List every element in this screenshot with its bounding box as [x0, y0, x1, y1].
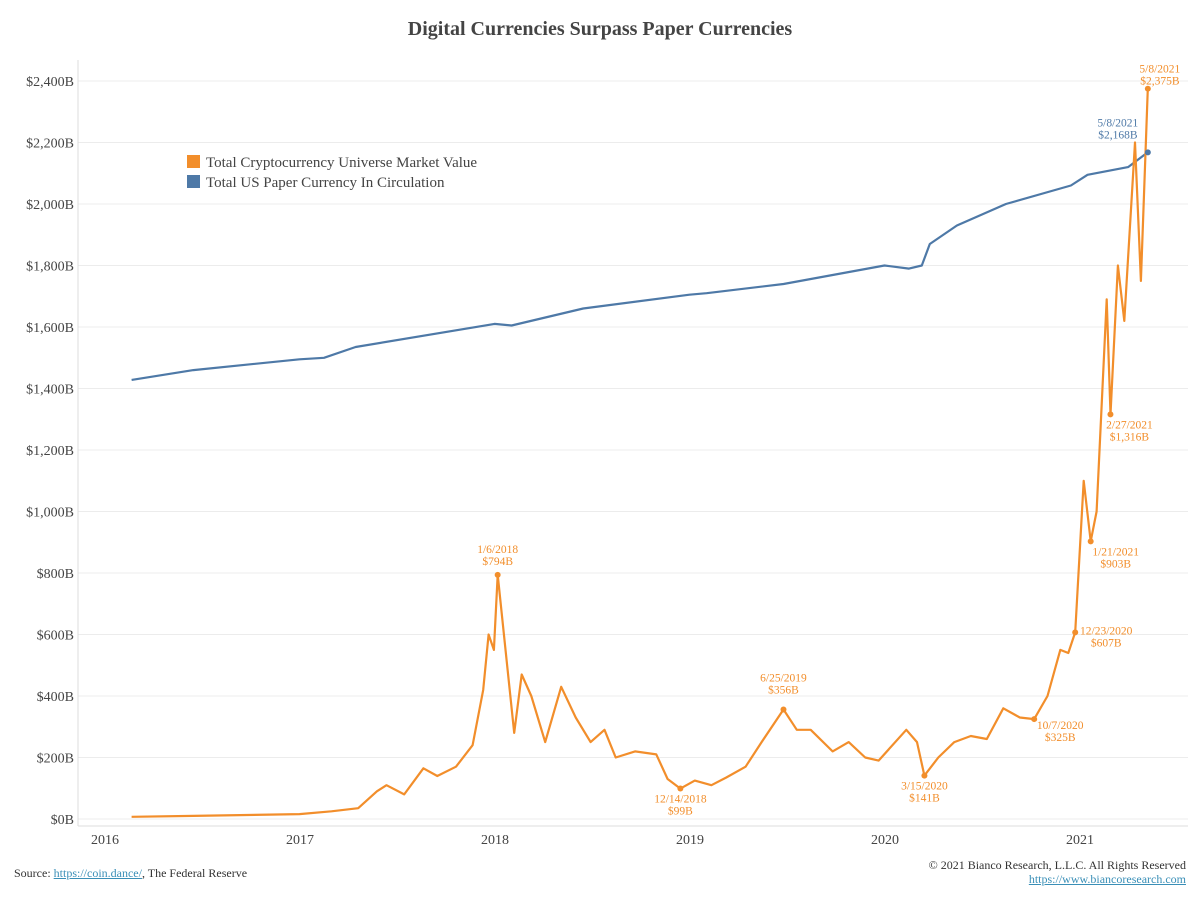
y-tick-label: $1,000B	[26, 506, 74, 521]
x-tick-label: 2021	[1066, 833, 1094, 848]
y-tick-label: $200B	[37, 752, 74, 767]
y-tick-label: $2,400B	[26, 75, 74, 90]
legend-swatch	[187, 175, 200, 188]
x-tick-label: 2019	[676, 833, 704, 848]
annotation-marker	[1072, 629, 1079, 636]
source-link[interactable]: https://coin.dance/	[53, 866, 142, 880]
source-prefix: Source:	[14, 866, 54, 880]
annotation-marker	[1087, 538, 1094, 545]
y-tick-label: $2,200B	[26, 137, 74, 152]
chart-title: Digital Currencies Surpass Paper Currenc…	[407, 18, 793, 40]
y-tick-label: $1,200B	[26, 444, 74, 459]
website-link[interactable]: https://www.biancoresearch.com	[1028, 872, 1186, 886]
annotation-value: $141B	[909, 792, 940, 805]
y-tick-label: $2,000B	[26, 198, 74, 213]
x-tick-label: 2016	[91, 833, 119, 848]
annotation-marker	[1107, 411, 1114, 418]
y-tick-label: $800B	[37, 567, 74, 582]
annotation-value: $325B	[1045, 731, 1076, 744]
annotation-date: 1/6/2018	[477, 544, 518, 556]
annotation-value: $2,168B	[1098, 128, 1138, 141]
y-tick-label: $1,600B	[26, 321, 74, 336]
annotation-date: 12/14/2018	[654, 794, 707, 806]
y-tick-label: $1,400B	[26, 383, 74, 398]
annotation-marker	[494, 571, 501, 578]
annotation-marker	[1031, 716, 1038, 723]
annotation-marker	[1144, 149, 1151, 156]
annotation-date: 5/8/2021	[1139, 64, 1180, 76]
annotation-date: 2/27/2021	[1106, 419, 1153, 431]
legend-label: Total US Paper Currency In Circulation	[206, 175, 445, 191]
annotation-value: $356B	[768, 684, 799, 697]
source-note: Source: https://coin.dance/, The Federal…	[14, 866, 247, 881]
annotation-marker	[677, 785, 684, 792]
copyright-text: © 2021 Bianco Research, L.L.C. All Right…	[928, 858, 1186, 872]
annotation-value: $794B	[482, 555, 513, 568]
annotation-date: 1/21/2021	[1092, 546, 1139, 558]
annotation-value: $903B	[1100, 557, 1131, 570]
x-tick-label: 2018	[481, 833, 509, 848]
series-line-paper-currency	[131, 151, 1149, 381]
annotation-marker	[1144, 85, 1151, 92]
legend-swatch	[187, 155, 200, 168]
annotation-value: $99B	[668, 805, 693, 818]
series-line-crypto-market-value	[131, 88, 1149, 818]
credit: © 2021 Bianco Research, L.L.C. All Right…	[929, 858, 1186, 886]
annotation-date: 3/15/2020	[901, 781, 948, 793]
y-tick-label: $600B	[37, 629, 74, 644]
annotation-date: 12/23/2020	[1080, 625, 1133, 637]
x-tick-label: 2017	[286, 833, 314, 848]
annotation-value: $607B	[1091, 636, 1122, 649]
legend-label: Total Cryptocurrency Universe Market Val…	[206, 155, 477, 171]
annotation-value: $2,375B	[1140, 75, 1180, 88]
annotation-marker	[921, 772, 928, 779]
annotation-value: $1,316B	[1110, 430, 1150, 443]
source-suffix: , The Federal Reserve	[141, 866, 248, 880]
y-tick-label: $0B	[51, 813, 74, 828]
y-tick-label: $400B	[37, 690, 74, 705]
annotation-date: 10/7/2020	[1037, 720, 1084, 732]
y-tick-label: $1,800B	[26, 260, 74, 275]
annotation-date: 6/25/2019	[760, 673, 807, 685]
annotation-date: 5/8/2021	[1097, 117, 1138, 129]
x-tick-label: 2020	[871, 833, 899, 848]
annotation-marker	[780, 706, 787, 713]
